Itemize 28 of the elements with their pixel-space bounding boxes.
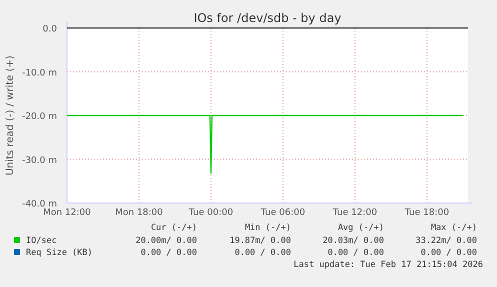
x-tick-label: Tue 12:00: [332, 208, 378, 218]
text: 19.87m/ 0.00: [230, 236, 291, 246]
text: 33.22m/ 0.00: [416, 236, 477, 246]
x-tick-label: Mon 18:00: [115, 208, 164, 218]
y-tick-label: -20.0 m: [22, 112, 57, 122]
text: Avg (-/+): [338, 223, 384, 233]
x-tick-label: Tue 00:00: [188, 208, 234, 218]
y-tick-label: 0.0: [42, 24, 58, 34]
x-tick-label: Tue 18:00: [404, 208, 450, 218]
chart-title: IOs for /dev/sdb - by day: [194, 11, 342, 25]
y-tick-label: -30.0 m: [22, 156, 57, 166]
legend-label: Req Size (KB): [26, 248, 93, 258]
y-tick-label: -40.0 m: [22, 200, 57, 210]
text: 0.00 / 0.00: [140, 248, 197, 258]
text: 0.00 / 0.00: [328, 248, 384, 258]
text: 0.00 / 0.00: [420, 248, 477, 258]
text: 20.00m/ 0.00: [136, 236, 197, 246]
text: 0.00 / 0.00: [234, 248, 291, 258]
text: Max (-/+): [430, 223, 477, 233]
text: 20.03m/ 0.00: [322, 236, 384, 246]
text: Cur (-/+): [150, 223, 197, 233]
legend-label: IO/sec: [26, 236, 57, 246]
x-tick-label: Tue 06:00: [260, 208, 306, 218]
y-tick-label: -10.0 m: [22, 68, 57, 78]
text: Min (-/+): [244, 223, 291, 233]
x-tick-label: Mon 12:00: [43, 208, 92, 218]
y-axis-title: Units read (-) / write (+): [5, 55, 16, 176]
text: Last update: Tue Feb 17 21:15:04 2026: [294, 260, 483, 270]
